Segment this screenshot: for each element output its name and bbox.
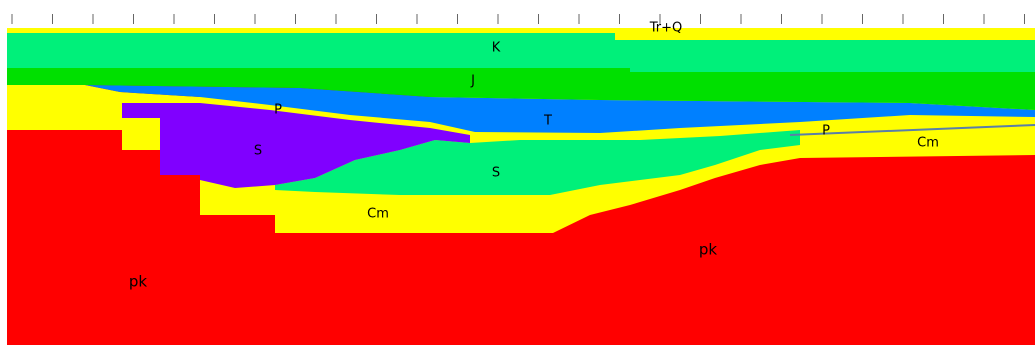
cross-section: Tr+Q K J T P S S Cm P Cm pk pk bbox=[0, 0, 1035, 345]
unit-label: S bbox=[254, 144, 262, 159]
section-svg: Tr+Q K J T P S S Cm P Cm pk pk bbox=[0, 0, 1035, 345]
unit-label: P bbox=[274, 103, 282, 118]
unit-label: pk bbox=[129, 273, 148, 291]
unit-label: Cm bbox=[917, 136, 939, 151]
unit-label: Cm bbox=[367, 207, 389, 222]
unit-label: P bbox=[822, 124, 830, 139]
unit-label: Tr+Q bbox=[649, 21, 683, 36]
unit-label: T bbox=[543, 114, 552, 129]
unit-label: pk bbox=[699, 241, 718, 259]
ticks bbox=[12, 14, 1025, 24]
unit-label: S bbox=[492, 166, 500, 181]
unit-label: K bbox=[492, 41, 501, 56]
unit-label: J bbox=[470, 74, 475, 89]
